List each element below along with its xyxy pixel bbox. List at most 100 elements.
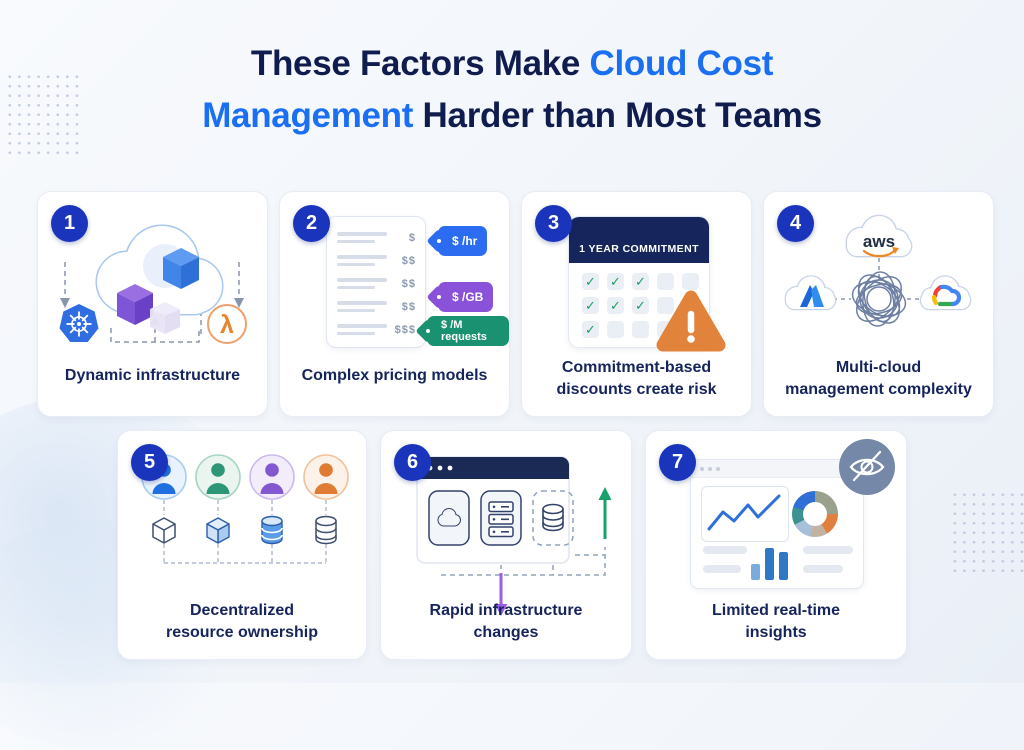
- title-dark-text: Harder than Most Teams: [413, 96, 823, 135]
- factor-card-limited-insights: 7: [645, 430, 907, 660]
- tangled-knot-icon: [851, 271, 907, 327]
- multi-cloud-illustration: aws: [784, 214, 972, 327]
- bar-chart: [751, 544, 788, 580]
- text-placeholder-lines: [803, 546, 853, 584]
- cloud-icon: [95, 224, 224, 316]
- empty-cell: [657, 273, 674, 290]
- infographic-page: { "title": { "l1_dark": "These Factors M…: [0, 0, 1024, 683]
- empty-cell: [657, 297, 674, 314]
- price-amount: $$$: [394, 323, 416, 336]
- gcp-cloud-icon: [919, 275, 972, 311]
- database-outline-icon: [315, 515, 337, 545]
- check-cell: ✓: [582, 273, 599, 290]
- pricing-row: $$$: [337, 318, 416, 341]
- price-amount: $$: [401, 300, 416, 313]
- title-line-2: Management Harder than Most Teams: [0, 90, 1024, 142]
- pricing-row: $$: [337, 295, 416, 318]
- pricing-row: $$: [337, 249, 416, 272]
- cloud-tile: [428, 490, 470, 546]
- factor-card-complex-pricing: 2 $ $$ $$ $$ $$$ $ /hr $ /G: [279, 191, 510, 417]
- dashed-connectors: [163, 500, 327, 564]
- database-filled-icon: [261, 515, 283, 545]
- lambda-glyph: λ: [220, 311, 234, 339]
- title-line-1: These Factors Make Cloud Cost: [0, 38, 1024, 90]
- card-caption: Multi-cloud management complexity: [785, 359, 972, 398]
- check-cell: ✓: [582, 297, 599, 314]
- pricing-row: $$: [337, 272, 416, 295]
- aws-logo-text: aws: [863, 232, 895, 251]
- factor-card-decentralized-ownership: 5: [117, 430, 367, 660]
- card-caption: Limited real-time insights: [711, 602, 841, 641]
- ghost-cube-icon: [150, 302, 180, 334]
- calendar-header: 1 YEAR COMMITMENT: [569, 217, 709, 263]
- window-dot: [700, 466, 704, 471]
- number-badge: 7: [659, 444, 696, 481]
- factor-card-multi-cloud: 4 aws: [763, 191, 994, 417]
- card-row-2: 5: [117, 430, 907, 660]
- kubernetes-icon: [59, 304, 99, 342]
- price-amount: $$: [401, 277, 416, 290]
- dashboard-window: [690, 459, 864, 589]
- empty-cell: [632, 321, 649, 338]
- gcp-logo: [931, 284, 962, 307]
- card-caption: Complex pricing models: [301, 366, 488, 384]
- price-tag-per-hour: $ /hr: [438, 226, 488, 256]
- azure-logo: [800, 285, 824, 307]
- rapid-changes-illustration: [416, 456, 612, 616]
- scale-down-arrow: [494, 573, 508, 616]
- dot-grid-top-left: [5, 72, 81, 156]
- number-badge: 5: [131, 444, 168, 481]
- page-title: These Factors Make Cloud Cost Management…: [0, 38, 1024, 142]
- text-placeholder-lines: [703, 546, 747, 584]
- card-caption: Dynamic infrastructure: [64, 366, 241, 384]
- aws-cloud-icon: aws: [845, 214, 913, 258]
- price-amount: $$: [401, 254, 416, 267]
- window-dot: [716, 466, 720, 471]
- check-cell: ✓: [582, 321, 599, 338]
- title-blue-text: Cloud Cost: [589, 44, 774, 83]
- number-badge: 2: [293, 205, 330, 242]
- azure-cloud-icon: [784, 275, 837, 311]
- database-tile-dashed: [532, 490, 574, 546]
- title-dark-text: These Factors Make: [250, 44, 590, 83]
- cube-filled-icon: [206, 517, 230, 544]
- user-avatar-purple: [249, 454, 295, 500]
- user-avatar-orange: [303, 454, 349, 500]
- user-avatar-green: [195, 454, 241, 500]
- card-caption: Decentralized resource ownership: [165, 602, 319, 641]
- scale-up-arrow: [598, 487, 612, 539]
- eye-slash-icon: [839, 439, 895, 495]
- purple-cube-icon: [117, 284, 153, 325]
- number-badge: 6: [394, 444, 431, 481]
- line-chart-panel: [701, 486, 789, 542]
- lambda-icon: λ: [207, 304, 247, 344]
- dynamic-infrastructure-illustration: λ: [59, 224, 247, 344]
- cube-outline-icon: [152, 517, 176, 544]
- donut-chart: [792, 491, 838, 537]
- check-cell: ✓: [607, 297, 624, 314]
- number-badge: 3: [535, 205, 572, 242]
- number-badge: 4: [777, 205, 814, 242]
- line-chart: [707, 494, 781, 531]
- card-caption: Commitment-based discounts create risk: [556, 359, 717, 398]
- pricing-row: $: [337, 226, 416, 249]
- price-amount: $: [408, 231, 416, 244]
- dot-grid-bottom-right: [950, 490, 1024, 574]
- blue-cube-icon: [163, 248, 199, 289]
- check-cell: ✓: [632, 297, 649, 314]
- factor-card-dynamic-infrastructure: 1: [37, 191, 268, 417]
- check-cell: ✓: [607, 273, 624, 290]
- price-tag-per-million-requests: $ /M requests: [427, 316, 509, 346]
- window-dot: [708, 466, 712, 471]
- window-header: [691, 460, 863, 478]
- empty-cell: [682, 273, 699, 290]
- price-tag-per-gb: $ /GB: [438, 282, 494, 312]
- title-blue-text: Management: [202, 96, 414, 135]
- card-row-1: 1: [37, 191, 994, 417]
- empty-cell: [607, 321, 624, 338]
- pricing-document: $ $$ $$ $$ $$$: [326, 216, 426, 348]
- check-cell: ✓: [632, 273, 649, 290]
- warning-triangle-icon: [656, 290, 726, 352]
- factor-card-rapid-changes: 6: [380, 430, 632, 660]
- server-tile: [480, 490, 522, 546]
